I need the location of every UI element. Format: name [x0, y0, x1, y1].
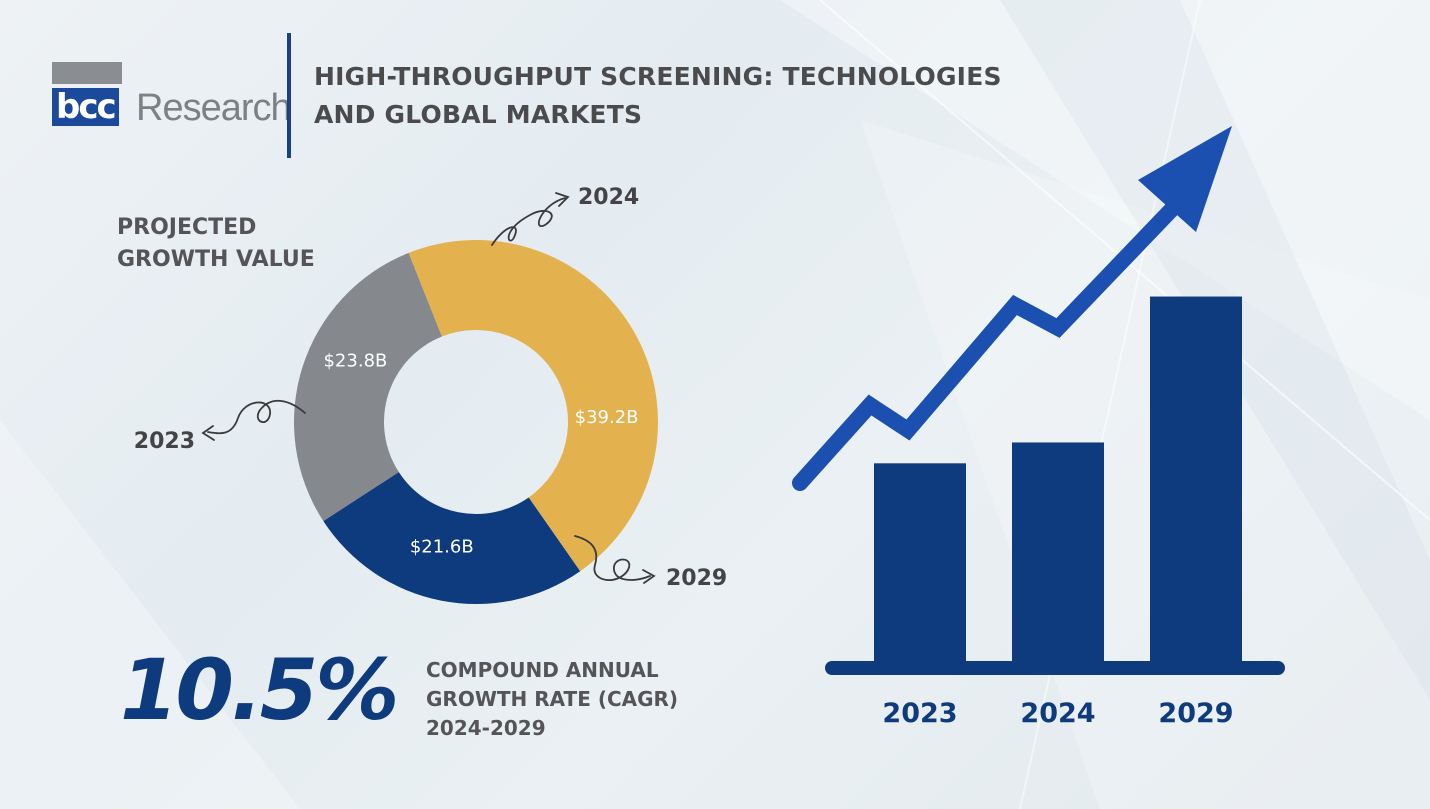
- callout-arrow-2024: [491, 197, 566, 246]
- donut-callouts: 2023 2024 2029: [134, 185, 727, 591]
- projected-label-line-1: PROJECTED: [117, 215, 257, 240]
- callout-arrowhead-2024: [555, 192, 570, 207]
- bar-year-label-2029: 2029: [1158, 698, 1233, 729]
- page-title: HIGH-THROUGHPUT SCREENING: TECHNOLOGIES …: [314, 58, 1074, 134]
- bar-2024: [1012, 442, 1104, 668]
- cagr-line-1: COMPOUND ANNUAL: [426, 658, 659, 682]
- projected-label-line-2: GROWTH VALUE: [117, 247, 315, 272]
- cagr-description: COMPOUND ANNUAL GROWTH RATE (CAGR) 2024-…: [426, 656, 746, 743]
- bar-2023: [874, 463, 966, 668]
- donut-year-label-2024: 2024: [578, 185, 639, 210]
- bcc-research-logo: bcc Research: [52, 62, 292, 132]
- donut-value-label-2023: $21.6B: [410, 536, 474, 557]
- donut-value-label-2029: $39.2B: [575, 407, 639, 428]
- logo-mark: bcc: [52, 88, 119, 126]
- callout-arrow-2023: [207, 400, 306, 435]
- growth-arrowhead-icon: [1138, 126, 1232, 232]
- bar-year-label-2023: 2023: [882, 698, 957, 729]
- title-line-2: AND GLOBAL MARKETS: [314, 100, 643, 129]
- cagr-line-3: 2024-2029: [426, 716, 546, 740]
- bar-year-label-2024: 2024: [1020, 698, 1095, 729]
- growth-trend-arrow: [792, 174, 1206, 491]
- callout-arrow-2029: [574, 535, 651, 581]
- cagr-value: 10.5%: [120, 641, 399, 739]
- logo-wordmark: Research: [136, 87, 292, 129]
- bar-chart: 2023 2024 2029: [792, 126, 1285, 729]
- projected-growth-label: PROJECTED GROWTH VALUE: [117, 212, 377, 276]
- callout-arrowhead-2023: [201, 425, 215, 441]
- donut-year-label-2029: 2029: [666, 566, 727, 591]
- callout-arrowhead-2029: [642, 569, 656, 584]
- donut-chart: $21.6B $23.8B $39.2B: [293, 240, 658, 604]
- donut-slice-2023: [323, 472, 581, 604]
- logo-gray-block: [52, 62, 122, 84]
- title-line-1: HIGH-THROUGHPUT SCREENING: TECHNOLOGIES: [314, 62, 1002, 91]
- donut-value-label-2024: $23.8B: [323, 350, 387, 371]
- donut-slice-2029: [408, 240, 658, 572]
- title-divider: [287, 33, 291, 158]
- cagr-line-2: GROWTH RATE (CAGR): [426, 687, 679, 711]
- donut-year-label-2023: 2023: [134, 429, 195, 454]
- donut-slice-2024: [293, 252, 442, 522]
- bar-2029: [1150, 296, 1242, 668]
